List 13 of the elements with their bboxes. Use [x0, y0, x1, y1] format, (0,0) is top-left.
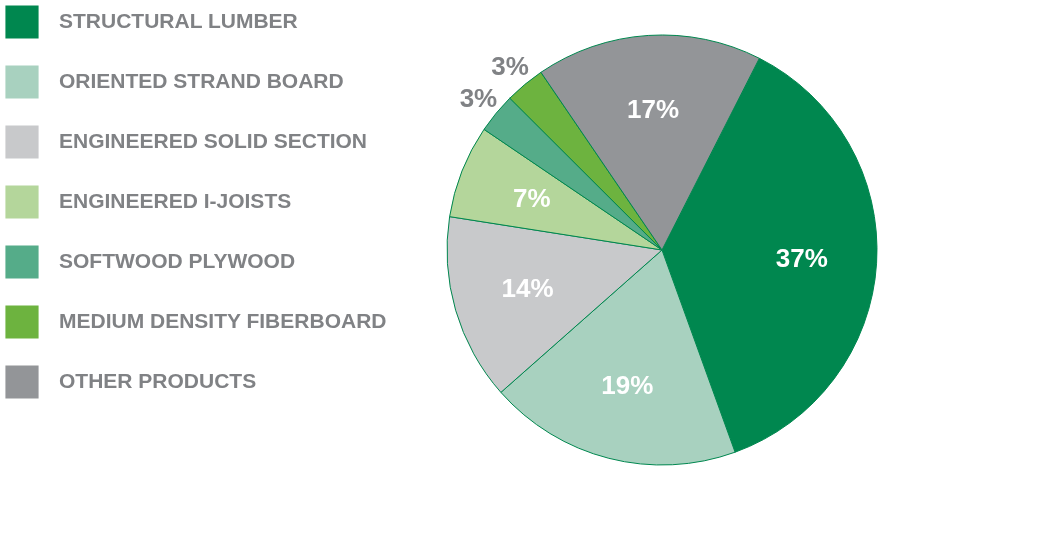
data-label: 7%	[512, 182, 551, 213]
data-label: 19%	[601, 369, 654, 400]
legend-label: OTHER PRODUCTS	[59, 369, 257, 392]
legend-label: SOFTWOOD PLYWOOD	[59, 249, 296, 272]
legend-label: ORIENTED STRAND BOARD	[59, 69, 344, 92]
data-label: 17%	[627, 94, 680, 125]
data-label: 3%	[459, 82, 498, 113]
legend-label: ENGINEERED SOLID SECTION	[59, 129, 368, 152]
data-label: 3%	[491, 50, 529, 81]
data-label: 37%	[775, 242, 828, 273]
legend-label: MEDIUM DENSITY FIBERBOARD	[59, 309, 387, 332]
legend-label: ENGINEERED I-JOISTS	[59, 189, 292, 212]
legend-label: STRUCTURAL LUMBER	[59, 9, 298, 32]
